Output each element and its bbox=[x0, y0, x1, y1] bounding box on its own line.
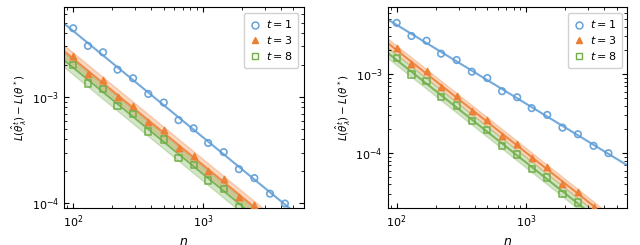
Point bbox=[573, 132, 583, 136]
Point bbox=[143, 130, 154, 134]
Point bbox=[588, 206, 598, 209]
Point bbox=[265, 220, 275, 224]
Point bbox=[219, 150, 229, 154]
Point bbox=[422, 79, 432, 83]
Y-axis label: $L(\hat{\theta}^t_\lambda) - L(\theta^*)$: $L(\hat{\theta}^t_\lambda) - L(\theta^*)… bbox=[10, 74, 29, 141]
Point bbox=[280, 202, 290, 206]
Point bbox=[451, 104, 461, 108]
Point bbox=[527, 157, 537, 160]
Point bbox=[68, 26, 78, 30]
Point bbox=[280, 239, 290, 243]
Point bbox=[436, 52, 446, 56]
Point bbox=[159, 128, 169, 132]
Point bbox=[265, 192, 275, 196]
Point bbox=[573, 201, 583, 205]
Point bbox=[557, 192, 568, 196]
Point bbox=[512, 142, 522, 146]
Point bbox=[422, 39, 432, 43]
Point bbox=[249, 176, 259, 180]
Point bbox=[98, 78, 108, 82]
Point bbox=[542, 176, 552, 180]
Point bbox=[557, 126, 568, 130]
Point bbox=[68, 54, 78, 58]
Point bbox=[143, 120, 154, 124]
Point bbox=[557, 182, 568, 185]
Point bbox=[436, 85, 446, 89]
Point bbox=[249, 213, 259, 217]
Point bbox=[392, 21, 402, 25]
Point bbox=[113, 68, 123, 72]
Point bbox=[482, 128, 492, 132]
Point bbox=[467, 119, 477, 123]
Point bbox=[189, 126, 199, 130]
Point bbox=[234, 205, 244, 209]
Point bbox=[189, 163, 199, 167]
Point bbox=[265, 229, 275, 233]
Point bbox=[497, 144, 507, 148]
Point bbox=[436, 95, 446, 99]
Point bbox=[249, 203, 259, 207]
Point bbox=[542, 165, 552, 169]
Point bbox=[143, 92, 154, 96]
Point bbox=[527, 167, 537, 171]
Point bbox=[189, 154, 199, 158]
Point bbox=[588, 216, 598, 220]
Point bbox=[527, 106, 537, 110]
Point bbox=[219, 177, 229, 181]
Point bbox=[406, 62, 417, 66]
Point bbox=[203, 141, 213, 145]
Point bbox=[512, 95, 522, 99]
Legend: $t = 1$, $t = 3$, $t = 8$: $t = 1$, $t = 3$, $t = 8$ bbox=[568, 13, 621, 68]
Point bbox=[128, 112, 138, 116]
Point bbox=[98, 50, 108, 54]
Point bbox=[173, 118, 184, 122]
Point bbox=[68, 63, 78, 67]
Point bbox=[83, 44, 93, 48]
Point bbox=[406, 34, 417, 38]
Point bbox=[203, 169, 213, 173]
Point bbox=[406, 73, 417, 76]
Point bbox=[604, 215, 614, 219]
Point bbox=[512, 152, 522, 156]
X-axis label: $n$: $n$ bbox=[503, 235, 512, 245]
Point bbox=[467, 70, 477, 74]
X-axis label: $n$: $n$ bbox=[179, 235, 188, 245]
Point bbox=[98, 87, 108, 91]
Point bbox=[234, 196, 244, 199]
Point bbox=[173, 147, 184, 150]
Point bbox=[497, 134, 507, 138]
Point bbox=[392, 46, 402, 50]
Point bbox=[542, 113, 552, 117]
Point bbox=[159, 100, 169, 104]
Point bbox=[128, 76, 138, 80]
Point bbox=[219, 187, 229, 191]
Point bbox=[280, 229, 290, 233]
Point bbox=[467, 109, 477, 113]
Point bbox=[422, 69, 432, 73]
Point bbox=[604, 225, 614, 229]
Point bbox=[128, 104, 138, 108]
Point bbox=[113, 104, 123, 108]
Point bbox=[451, 94, 461, 98]
Point bbox=[604, 151, 614, 155]
Point bbox=[392, 56, 402, 60]
Point bbox=[497, 89, 507, 93]
Point bbox=[588, 144, 598, 148]
Point bbox=[482, 76, 492, 80]
Point bbox=[83, 72, 93, 76]
Point bbox=[234, 167, 244, 171]
Point bbox=[159, 138, 169, 142]
Point bbox=[482, 118, 492, 122]
Legend: $t = 1$, $t = 3$, $t = 8$: $t = 1$, $t = 3$, $t = 8$ bbox=[244, 13, 298, 68]
Point bbox=[83, 82, 93, 86]
Point bbox=[173, 156, 184, 160]
Y-axis label: $L(\hat{\theta}^t_\lambda) - L(\theta^*)$: $L(\hat{\theta}^t_\lambda) - L(\theta^*)… bbox=[333, 74, 353, 141]
Point bbox=[451, 58, 461, 62]
Point bbox=[203, 179, 213, 183]
Point bbox=[573, 190, 583, 194]
Point bbox=[113, 95, 123, 99]
